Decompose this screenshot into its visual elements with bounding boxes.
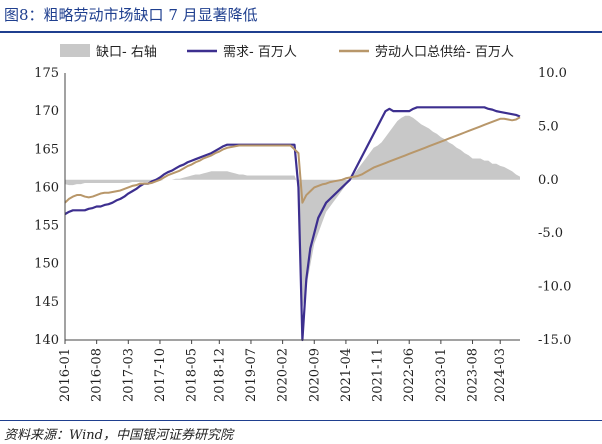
left-tick-label: 150: [34, 257, 59, 272]
x-tick-label: 2017-03: [121, 348, 136, 402]
left-tick-label: 170: [34, 104, 59, 119]
x-tick-label: 2018-05: [185, 348, 200, 402]
plot-area: [64, 106, 521, 342]
left-tick-label: 160: [34, 180, 59, 195]
x-tick-label: 2020-09: [307, 348, 322, 402]
legend-label: 缺口- 右轴: [96, 45, 157, 60]
x-tick-label: 2016-08: [90, 348, 105, 402]
bottom-rule: [0, 420, 602, 421]
chart-legend: 缺口- 右轴 需求- 百万人 劳动人口总供给- 百万人: [60, 44, 514, 60]
x-tick-label: 2018-12: [212, 348, 227, 402]
chart-axes: 175 170 165 160 155 150 145 140 10.0 5.0 0.0 -5.0 -1…: [34, 66, 571, 402]
figure-header: 图8：粗略劳动市场缺口 7 月显著降低: [0, 0, 602, 33]
right-tick-label: -5.0: [538, 226, 563, 241]
left-tick-label: 140: [34, 333, 59, 348]
right-tick-label: -10.0: [538, 280, 571, 295]
source-note: 资料来源：Wind，中国银河证券研究院: [4, 428, 233, 443]
labor-supply-line: [64, 116, 521, 204]
figure-title: 图8：粗略劳动市场缺口 7 月显著降低: [4, 6, 258, 24]
x-tick-label: 2024-03: [493, 348, 508, 402]
demand-line: [64, 106, 521, 342]
right-tick-label: -15.0: [538, 333, 571, 348]
x-tick-label: 2021-04: [339, 348, 354, 402]
x-tick-label: 2021-11: [371, 348, 386, 402]
gap-area: [65, 115, 520, 308]
x-tick-label: 2023-08: [466, 348, 481, 402]
legend-label: 需求- 百万人: [223, 45, 297, 60]
x-tick-label: 2019-07: [244, 348, 259, 402]
legend-label: 劳动人口总供给- 百万人: [375, 44, 514, 60]
x-tick-label: 2020-02: [276, 348, 291, 402]
left-tick-label: 165: [34, 142, 59, 157]
right-tick-label: 5.0: [538, 119, 559, 134]
legend-swatch-gap: [60, 44, 90, 57]
title-rule: [0, 31, 602, 33]
right-tick-label: 10.0: [538, 66, 567, 81]
x-tick-label: 2022-06: [402, 348, 417, 402]
x-tick-label: 2023-01: [434, 348, 449, 402]
right-tick-label: 0.0: [538, 173, 559, 188]
left-tick-label: 175: [34, 66, 59, 81]
left-tick-label: 155: [34, 219, 59, 234]
left-tick-label: 145: [34, 295, 59, 310]
x-tick-label: 2016-01: [58, 348, 73, 402]
x-tick-label: 2017-10: [153, 348, 168, 402]
labor-gap-chart: 缺口- 右轴 需求- 百万人 劳动人口总供给- 百万人 175 170 165 160 15…: [34, 44, 571, 402]
